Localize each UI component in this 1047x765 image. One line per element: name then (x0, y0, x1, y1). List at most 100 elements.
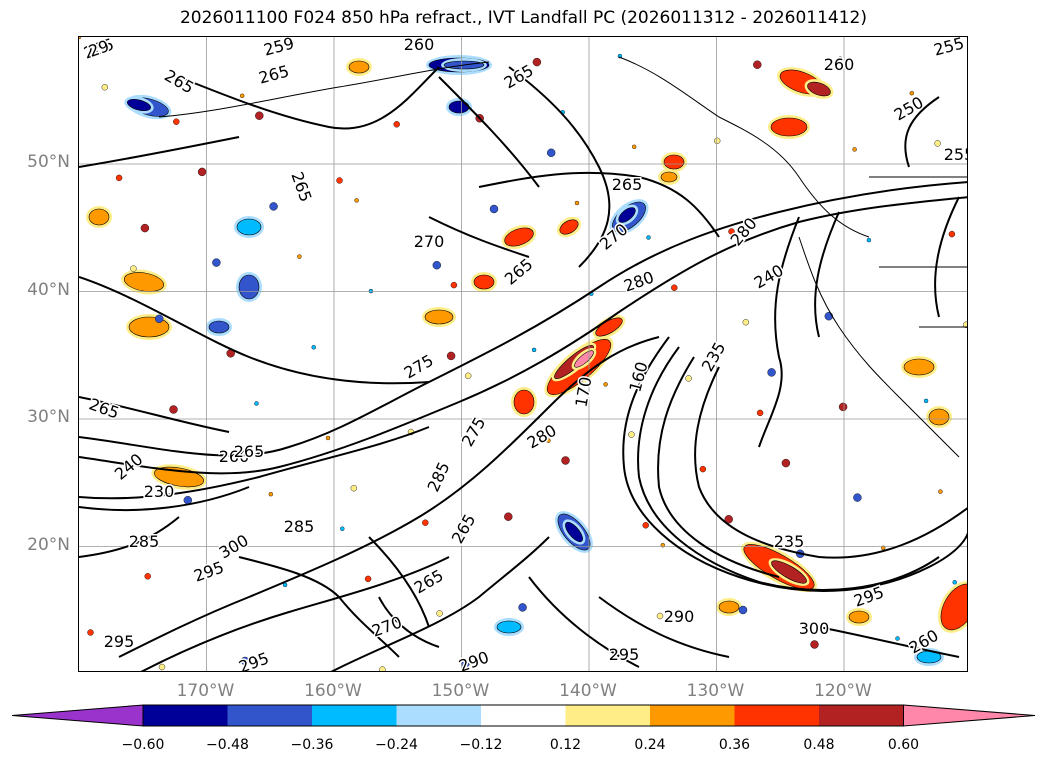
contour-label: 265 (501, 255, 537, 289)
refractivity-fill-dot (756, 409, 764, 417)
contour-label: 300 (216, 531, 252, 563)
refractivity-fill-patch (718, 600, 740, 614)
refractivity-fill-dot (239, 93, 245, 98)
refractivity-fill-patch (473, 274, 495, 290)
colorbar-tick: 0.48 (803, 737, 835, 753)
refractivity-fill-patch (928, 408, 950, 426)
refractivity-fill-patch (807, 81, 831, 97)
refractivity-fill-dot (895, 636, 900, 641)
contour-label: 285 (129, 532, 160, 551)
ivt-contour-line (818, 626, 960, 658)
refractivity-fill-dot (642, 522, 649, 529)
refractivity-fill-dot (952, 580, 957, 585)
refractivity-fill-dot (685, 375, 692, 382)
contour-label: 170 (571, 375, 595, 408)
refractivity-fill-dot (364, 575, 372, 583)
colorbar-tick: −0.60 (121, 737, 165, 753)
contour-label: 295 (104, 632, 135, 651)
ivt-contour-line (140, 556, 450, 671)
refractivity-fill-dot (379, 666, 386, 671)
refractivity-fill-dot (130, 265, 137, 272)
ivt-contour-layer (79, 66, 967, 671)
colorbar-tick: 0.12 (549, 737, 582, 753)
contour-label: 259 (262, 37, 296, 60)
contour-label: 260 (404, 37, 435, 54)
ivt-contour-line (238, 556, 400, 658)
contour-label-layer: 2652592602652652552502552602652702702652… (80, 37, 968, 671)
refractivity-fill-dot (489, 204, 499, 214)
colorbar-tick: −0.12 (459, 737, 503, 753)
refractivity-fill-dot (714, 137, 721, 145)
refractivity-fill-dot (742, 319, 749, 326)
latitude-label: 50°N (27, 152, 70, 172)
contour-label: 255 (932, 37, 966, 60)
refractivity-fill-dot (518, 603, 527, 612)
ivt-contour-line (934, 196, 960, 318)
refractivity-fill-patch (848, 610, 870, 624)
ivt-contour-line (598, 596, 730, 658)
refractivity-fill-dot (268, 492, 274, 497)
refractivity-fill-patch (903, 358, 935, 376)
colorbar-bin (565, 705, 650, 726)
contour-label: 270 (414, 232, 445, 251)
colorbar-tick: −0.24 (375, 737, 418, 753)
refractivity-fill-dot (753, 60, 762, 69)
ivt-contour-line (79, 181, 967, 457)
contour-label: 265 (612, 175, 643, 194)
graticule (79, 37, 967, 671)
refractivity-fill-dot (934, 140, 941, 147)
coastline (618, 56, 870, 238)
colorbar-bin (734, 705, 819, 726)
refractivity-fill-patch (238, 274, 260, 300)
colorbar-tick: 0.60 (887, 737, 920, 753)
refractivity-fill-dot (254, 401, 259, 406)
refractivity-fill-dot (671, 284, 678, 291)
ivt-contour-line (79, 486, 250, 512)
refractivity-fill-dot (173, 118, 180, 125)
map-panel: 2652592602652652552502552602652702702652… (78, 36, 968, 672)
refractivity-fill-patch (348, 60, 370, 74)
ivt-contour-line (814, 211, 840, 338)
contour-label: 240 (751, 261, 787, 293)
refractivity-fill-dot (350, 485, 357, 492)
contour-label: 270 (369, 612, 404, 640)
ivt-contour-line (694, 366, 967, 559)
contour-label: 280 (727, 214, 761, 250)
colorbar-tick: 0.24 (634, 737, 666, 753)
refractivity-fill-dot (938, 489, 943, 494)
refractivity-fill-patch (208, 320, 230, 334)
refractivity-fill-dot (923, 398, 929, 404)
refractivity-fill-dot (255, 111, 264, 120)
ivt-contour-line (79, 276, 430, 385)
refractivity-fill-patch (127, 98, 151, 112)
ivt-contour-line (118, 336, 660, 658)
refractivity-fill-dot (547, 148, 556, 158)
colorbar-bin (396, 705, 481, 726)
ivt-contour-line (178, 66, 440, 130)
longitude-label: 120°W (814, 681, 872, 701)
refractivity-fill-dot (728, 228, 735, 235)
refractivity-fill-dot (574, 200, 580, 206)
contour-label: 255 (944, 145, 968, 164)
refractivity-fill-dot (738, 605, 748, 615)
refractivity-fill-dot (866, 237, 872, 243)
refractivity-fill-dot (297, 254, 302, 259)
refractivity-fill-dot (617, 53, 623, 59)
contour-label: 260 (824, 55, 855, 74)
latitude-label: 20°N (27, 534, 70, 555)
contour-label: 290 (664, 607, 695, 626)
refractivity-fill-dot (646, 235, 651, 240)
refractivity-fill-dot (340, 526, 345, 531)
refractivity-fill-dot (212, 258, 221, 267)
coastline-layer (158, 56, 967, 458)
refractivity-fill-dot (140, 223, 150, 233)
refractivity-fill-dot (781, 458, 791, 468)
contour-label: 160 (625, 360, 651, 394)
ivt-contour-line (79, 396, 230, 433)
colorbar (11, 704, 1036, 727)
refractivity-fill-dot (169, 405, 178, 414)
colorbar-tick: −0.36 (290, 737, 334, 753)
colorbar-bin (650, 705, 735, 726)
latitude-label: 30°N (27, 407, 70, 427)
contour-label: 285 (423, 459, 453, 495)
